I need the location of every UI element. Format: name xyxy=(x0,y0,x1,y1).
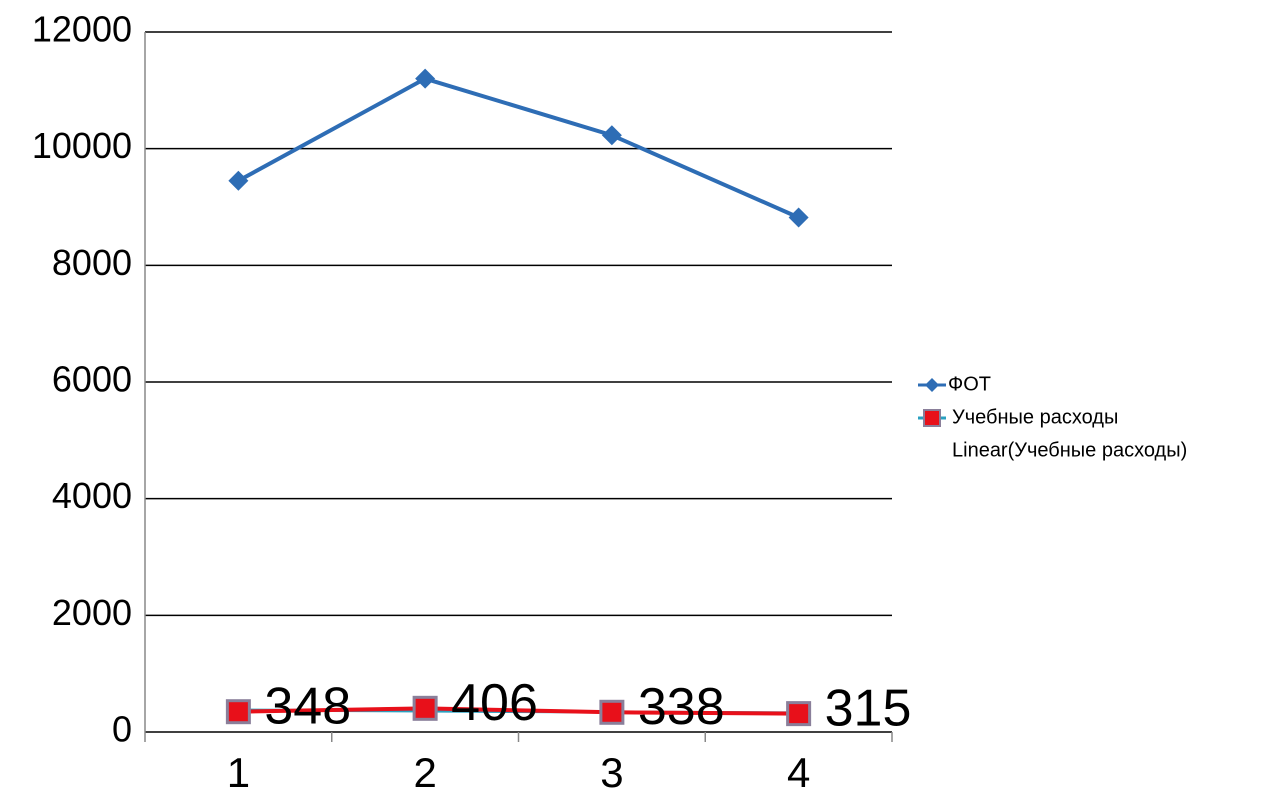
data-point xyxy=(415,68,436,89)
series-line xyxy=(238,706,799,716)
data-point xyxy=(228,170,249,191)
data-label: 348 xyxy=(264,677,351,735)
y-tick-label: 6000 xyxy=(52,359,132,400)
data-point xyxy=(412,695,438,721)
series-line xyxy=(237,76,800,220)
data-point xyxy=(788,207,809,228)
data-point xyxy=(786,701,812,727)
x-tick-label: 4 xyxy=(787,749,810,796)
data-label: 315 xyxy=(825,679,912,737)
legend-label: ФОТ xyxy=(948,373,991,395)
legend-marker xyxy=(925,378,939,392)
x-tick-label: 3 xyxy=(600,749,623,796)
legend-label: Linear(Учебные расходы) xyxy=(952,439,1187,461)
data-point xyxy=(225,699,251,725)
y-tick-label: 12000 xyxy=(32,9,132,50)
y-tick-label: 8000 xyxy=(52,242,132,283)
y-tick-label: 4000 xyxy=(52,475,132,516)
y-tick-label: 10000 xyxy=(32,125,132,166)
x-tick-label: 2 xyxy=(413,749,436,796)
legend-label: Учебные расходы xyxy=(952,406,1118,428)
data-point xyxy=(601,125,622,146)
data-label: 406 xyxy=(451,674,538,732)
x-tick-label: 1 xyxy=(227,749,250,796)
legend-marker xyxy=(923,409,941,427)
data-point xyxy=(599,699,625,725)
y-tick-label: 0 xyxy=(112,709,132,750)
y-tick-label: 2000 xyxy=(52,592,132,633)
data-label: 338 xyxy=(638,678,725,736)
